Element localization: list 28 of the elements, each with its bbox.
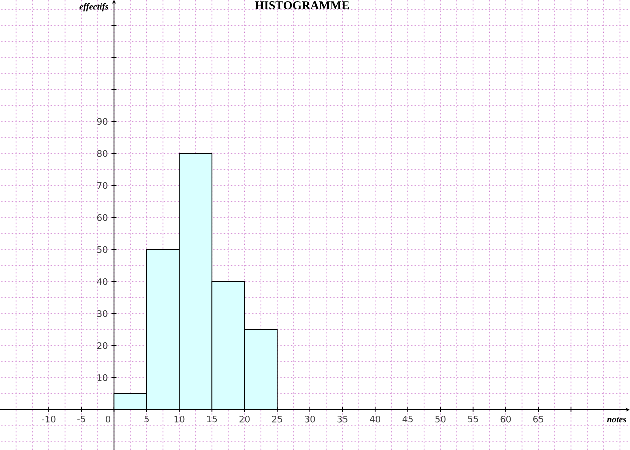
y-tick-label: 20 bbox=[97, 342, 108, 350]
y-tick-label: 60 bbox=[97, 214, 108, 222]
x-tick-label: -10 bbox=[42, 416, 56, 423]
y-tick-label: 40 bbox=[97, 278, 108, 286]
x-tick-label: 40 bbox=[370, 416, 380, 423]
y-tick-label: 10 bbox=[98, 374, 108, 382]
x-tick-label: 15 bbox=[207, 416, 218, 423]
x-tick-label: 10 bbox=[174, 416, 185, 423]
x-tick-label: 35 bbox=[338, 416, 348, 423]
y-tick-label: 90 bbox=[97, 118, 108, 126]
y-tick-label: 50 bbox=[98, 246, 108, 254]
x-tick-label: 55 bbox=[468, 416, 478, 423]
x-tick-label: 5 bbox=[144, 416, 149, 423]
x-tick-label: 0 bbox=[106, 416, 111, 423]
x-tick-label: -5 bbox=[78, 416, 86, 423]
x-tick-label: 20 bbox=[240, 416, 250, 423]
y-tick-label: 70 bbox=[98, 182, 108, 190]
x-tick-label: 50 bbox=[436, 416, 446, 423]
y-tick-label: 30 bbox=[98, 310, 108, 318]
y-axis-title: effectifs bbox=[80, 3, 108, 12]
chart-title: HISTOGRAMME bbox=[255, 2, 350, 10]
x-tick-label: 25 bbox=[272, 416, 282, 423]
y-tick-label: 80 bbox=[97, 150, 108, 158]
x-tick-label: 65 bbox=[534, 416, 544, 423]
x-axis-title: notes bbox=[607, 417, 626, 423]
x-tick-label: 45 bbox=[402, 416, 413, 423]
x-tick-label: 60 bbox=[500, 416, 512, 423]
x-tick-label: 30 bbox=[305, 416, 316, 423]
